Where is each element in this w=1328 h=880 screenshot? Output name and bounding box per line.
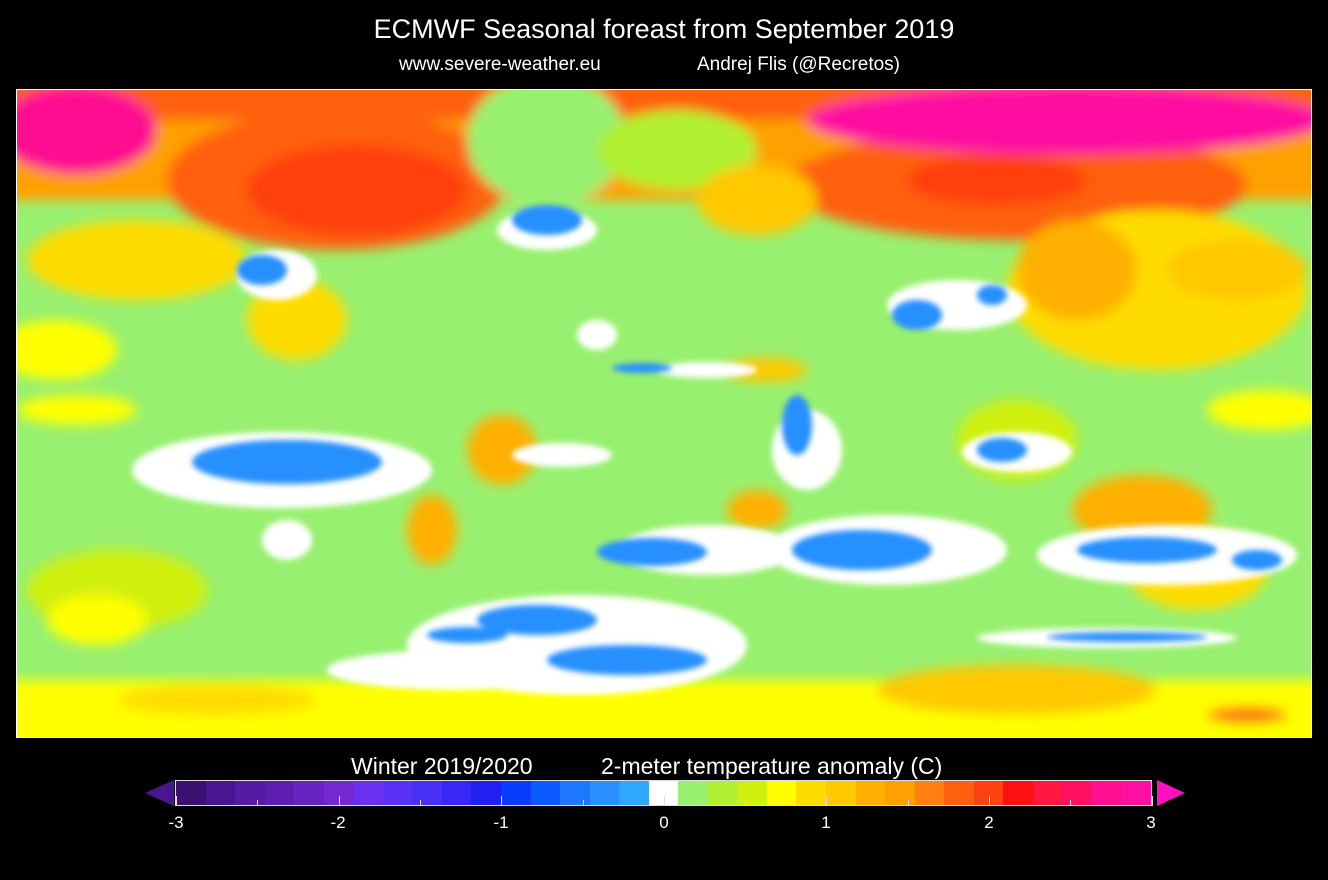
colorbar-swatch	[412, 781, 442, 805]
map-title: ECMWF Seasonal foreast from September 20…	[373, 14, 955, 44]
colorbar-swatch	[1062, 781, 1092, 805]
colorbar-tick-mark	[501, 796, 503, 806]
colorbar-swatch	[323, 781, 354, 805]
colorbar-tick-label: -3	[168, 813, 184, 832]
colorbar-swatch	[530, 781, 561, 805]
colorbar-under-arrow	[145, 780, 174, 806]
anomaly-field	[17, 90, 1311, 737]
colorbar-swatch	[678, 781, 708, 805]
colorbar-tick-mark	[1151, 796, 1153, 806]
colorbar-over-arrow	[1157, 780, 1185, 806]
colorbar-tick-mark	[338, 796, 340, 806]
colorbar-swatch	[796, 781, 827, 805]
colorbar	[175, 780, 1152, 806]
colorbar-tick-mark	[907, 800, 909, 806]
colorbar-tick-label: 2	[984, 813, 994, 832]
colorbar-tick-label: -2	[330, 813, 346, 832]
colorbar-tick-label: -1	[493, 813, 509, 832]
colorbar-tick-label: 0	[659, 813, 669, 832]
colorbar-swatch	[707, 781, 738, 805]
colorbar-swatch	[914, 781, 945, 805]
colorbar-swatch	[648, 781, 679, 805]
colorbar-swatch	[560, 781, 590, 805]
colorbar-swatch	[737, 781, 767, 805]
colorbar-swatch	[1121, 781, 1152, 805]
colorbar-swatch	[205, 781, 236, 805]
colorbar-swatch	[235, 781, 265, 805]
colorbar-swatch	[589, 781, 620, 805]
colorbar-tick-mark	[257, 800, 259, 806]
colorbar-swatch	[619, 781, 649, 805]
colorbar-swatch	[264, 781, 295, 805]
colorbar-swatch	[973, 781, 1004, 805]
temperature-anomaly-map	[16, 89, 1312, 738]
colorbar-swatch	[855, 781, 886, 805]
colorbar-swatch	[441, 781, 472, 805]
colorbar-tick-mark	[663, 796, 665, 806]
colorbar-season-label: Winter 2019/2020	[351, 753, 533, 779]
colorbar-tick-label: 1	[821, 813, 831, 832]
colorbar-swatch	[382, 781, 413, 805]
colorbar-tick-mark	[176, 796, 177, 806]
colorbar-swatch	[1003, 781, 1033, 805]
colorbar-swatch	[176, 781, 206, 805]
colorbar-swatch	[294, 781, 324, 805]
colorbar-swatch	[501, 781, 531, 805]
colorbar-tick-mark	[1070, 800, 1072, 806]
colorbar-tick-mark	[745, 800, 747, 806]
colorbar-tick-mark	[989, 796, 990, 806]
colorbar-swatch	[353, 781, 383, 805]
colorbar-swatch	[1032, 781, 1063, 805]
colorbar-tick-label: 3	[1146, 813, 1156, 832]
colorbar-tick-mark	[419, 800, 421, 806]
colorbar-swatch	[885, 781, 915, 805]
colorbar-swatch	[471, 781, 502, 805]
colorbar-tick-mark	[582, 800, 584, 806]
colorbar-swatch	[1091, 781, 1122, 805]
colorbar-tick-mark	[826, 796, 828, 806]
colorbar-swatch	[766, 781, 797, 805]
author-credit: Andrej Flis (@Recretos)	[697, 54, 900, 75]
colorbar-swatch	[826, 781, 856, 805]
colorbar-variable-label: 2-meter temperature anomaly (C)	[601, 753, 943, 779]
colorbar-swatch	[944, 781, 974, 805]
website-credit: www.severe-weather.eu	[399, 54, 601, 75]
